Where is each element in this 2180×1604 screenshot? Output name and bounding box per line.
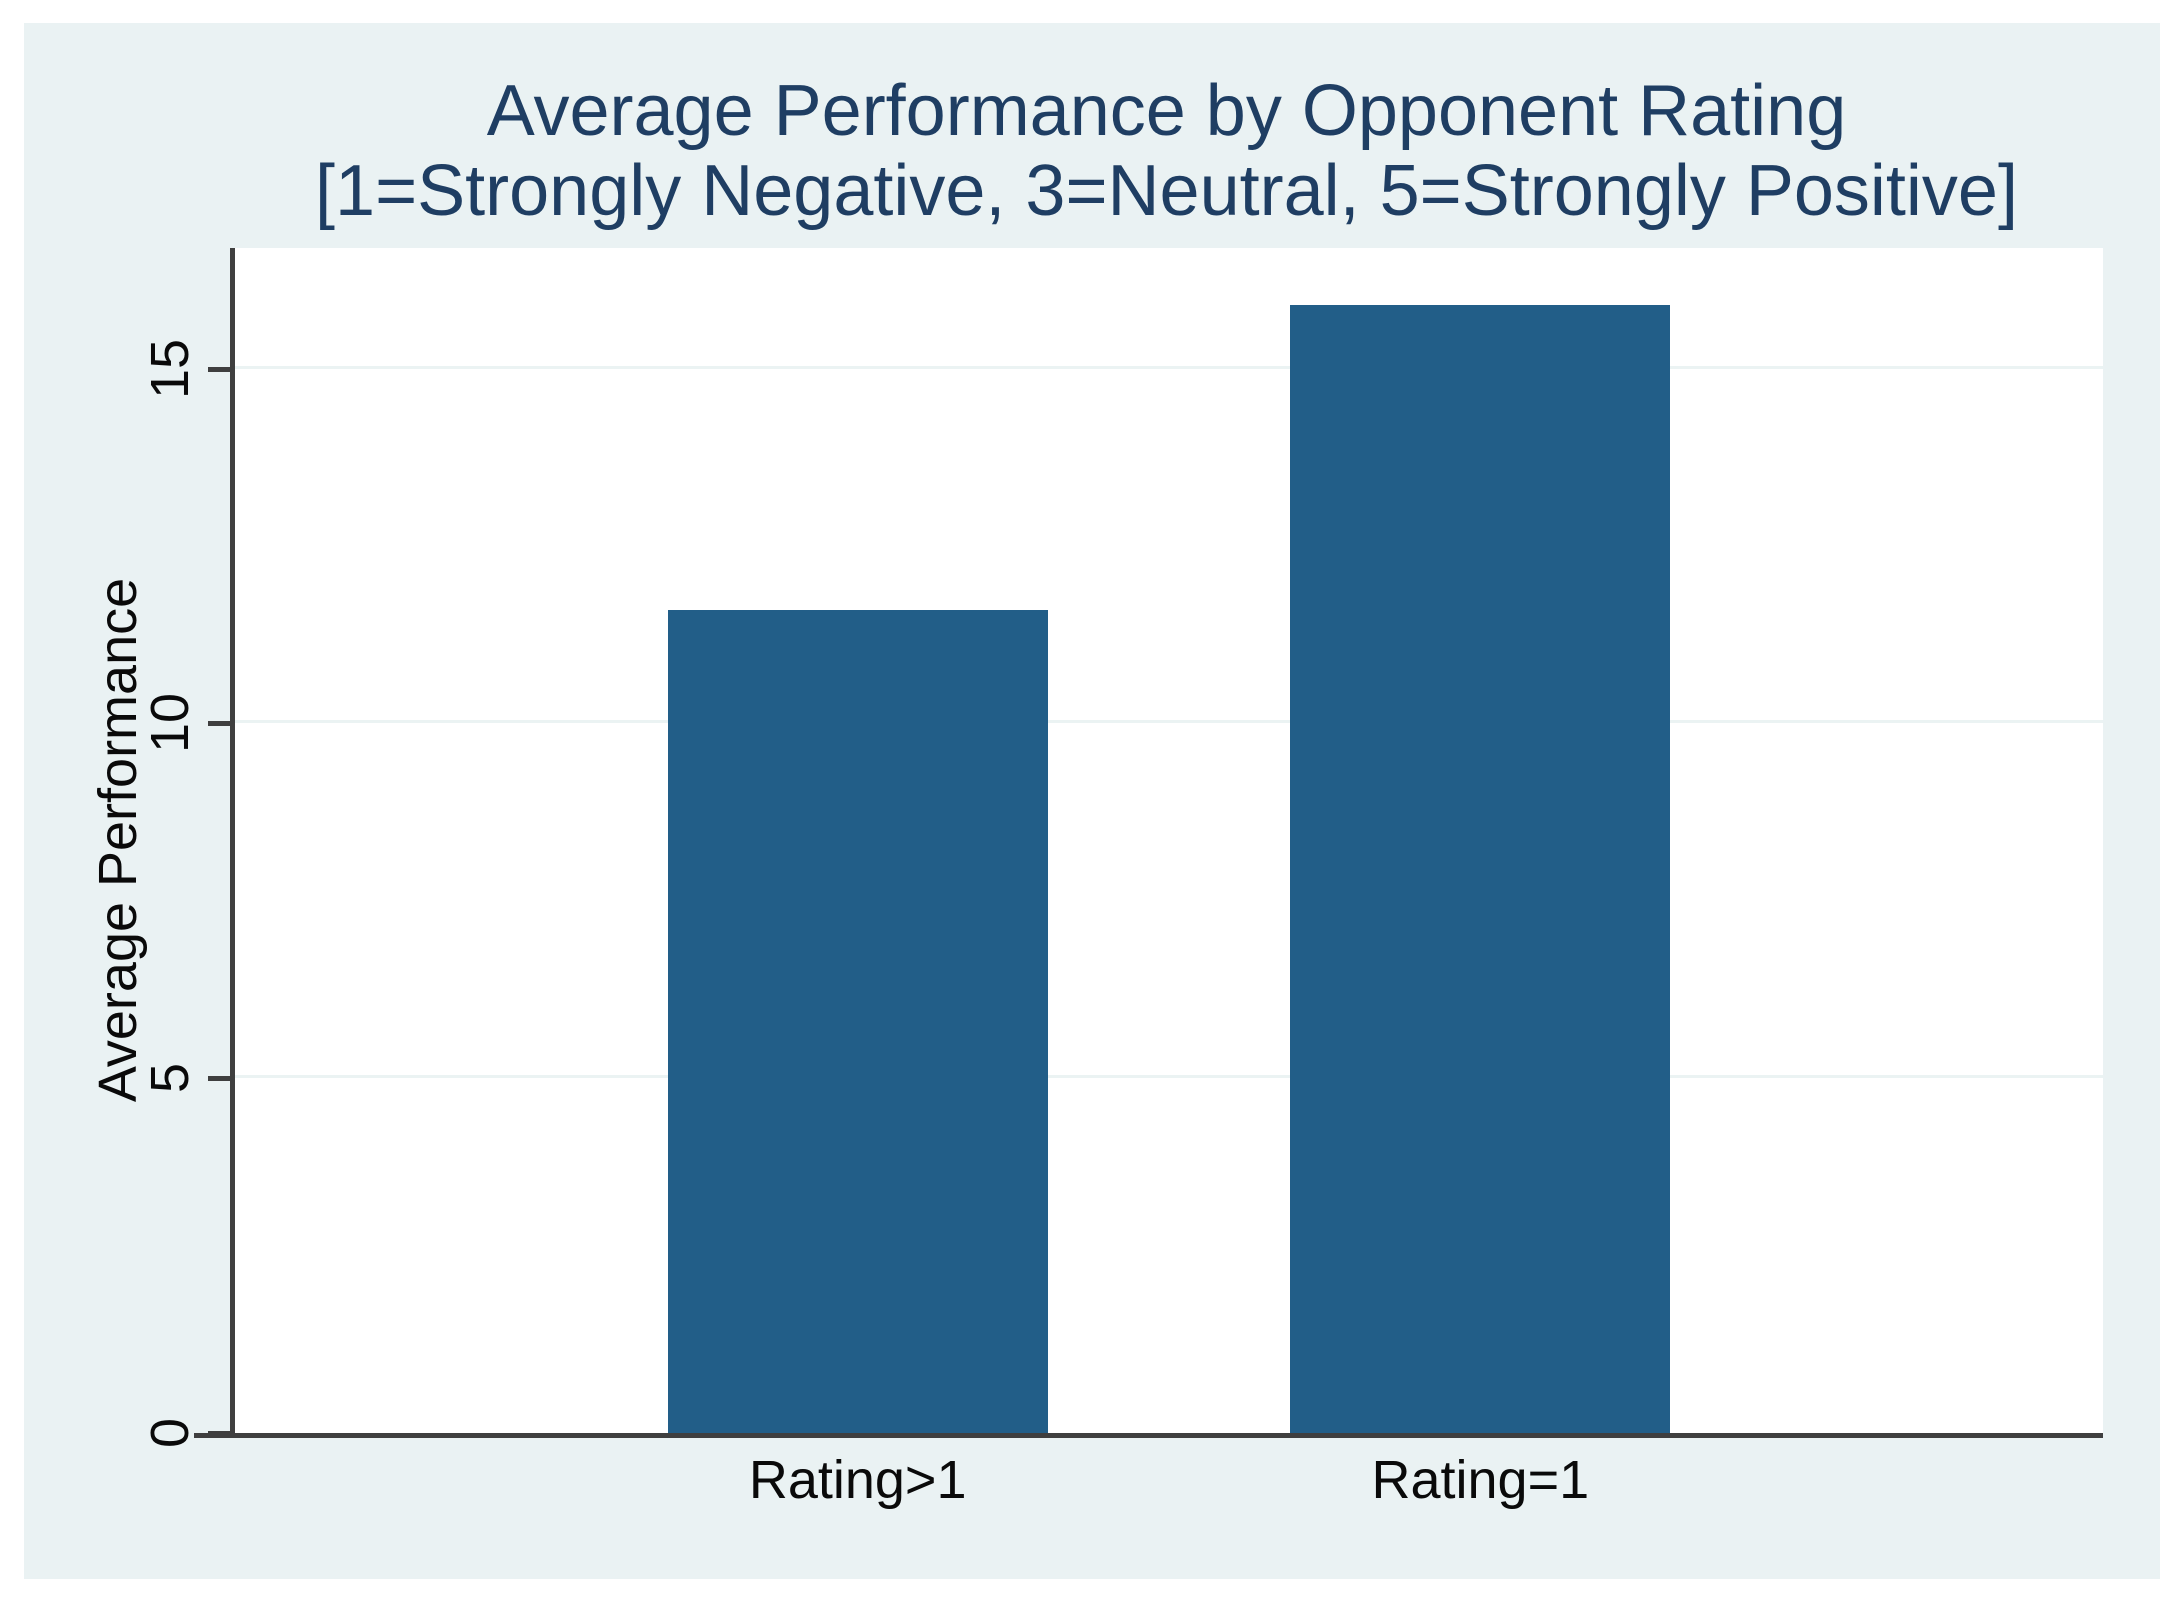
chart-title: Average Performance by Opponent Rating bbox=[486, 71, 1847, 151]
chart-canvas: Average Performance by Opponent Rating [… bbox=[24, 23, 2160, 1579]
gridline-y-10 bbox=[235, 720, 2103, 724]
y-tick-label-0: 0 bbox=[140, 1417, 200, 1449]
chart-subtitle: [1=Strongly Negative, 3=Neutral, 5=Stron… bbox=[315, 151, 2018, 231]
y-tick-5 bbox=[208, 1076, 232, 1082]
gridline-y-15 bbox=[235, 365, 2103, 369]
x-axis-line bbox=[194, 1433, 2103, 1438]
gridline-y-5 bbox=[235, 1075, 2103, 1079]
y-tick-label-15: 15 bbox=[140, 338, 200, 399]
y-tick-15 bbox=[208, 366, 232, 372]
y-tick-0 bbox=[208, 1431, 232, 1436]
plot-area bbox=[230, 248, 2103, 1438]
y-tick-10 bbox=[208, 721, 232, 727]
chart-title-block: Average Performance by Opponent Rating [… bbox=[230, 71, 2103, 231]
bar-rating-1 bbox=[1290, 304, 1671, 1433]
y-axis-title: Average Performance bbox=[88, 577, 148, 1103]
x-category-label-0: Rating>1 bbox=[748, 1450, 967, 1510]
x-category-label-1: Rating=1 bbox=[1371, 1450, 1590, 1510]
bar-rating-1 bbox=[667, 609, 1048, 1433]
